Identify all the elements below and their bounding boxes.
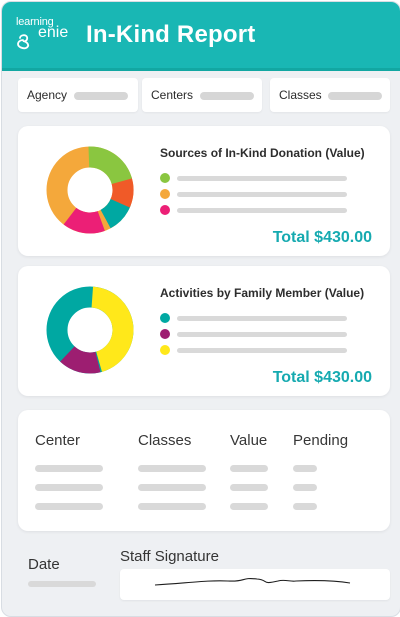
- legend-dot: [160, 189, 170, 199]
- genie-icon: [17, 34, 30, 50]
- legend-placeholder-line: [177, 332, 347, 337]
- classes-placeholder: [138, 484, 206, 491]
- classes-placeholder: [138, 465, 206, 472]
- table-row: [18, 484, 390, 492]
- filter-bar: Agency Centers Classes: [18, 78, 390, 112]
- agency-filter-value: [74, 92, 128, 100]
- activities-chart-card: Activities by Family Member (Value) Tota…: [18, 266, 390, 396]
- legend-placeholder-line: [177, 192, 347, 197]
- legend-dot: [160, 345, 170, 355]
- donation-chart-title: Sources of In-Kind Donation (Value): [160, 146, 365, 160]
- brand-bottom-text: enie: [38, 24, 69, 41]
- column-header-pending: Pending: [293, 432, 349, 449]
- activities-chart-title: Activities by Family Member (Value): [160, 286, 365, 300]
- value-placeholder: [230, 503, 268, 510]
- signature-scribble-icon: [154, 578, 351, 586]
- center-placeholder: [35, 484, 103, 491]
- center-placeholder: [35, 465, 103, 472]
- donation-donut-chart: [46, 146, 134, 234]
- legend-dot: [160, 173, 170, 183]
- donation-legend-row: [160, 204, 350, 216]
- donation-legend-row: [160, 188, 350, 200]
- legend-placeholder-line: [177, 208, 347, 213]
- agency-filter-label: Agency: [27, 88, 68, 102]
- page-title: In-Kind Report: [86, 21, 256, 48]
- activities-legend-row: [160, 328, 350, 340]
- donation-legend-row: [160, 172, 350, 184]
- centers-filter[interactable]: Centers: [142, 78, 262, 112]
- column-header-value: Value: [230, 432, 268, 449]
- staff-signature-field[interactable]: [120, 569, 390, 600]
- classes-filter-value: [328, 92, 382, 100]
- legend-placeholder-line: [177, 316, 347, 321]
- center-placeholder: [35, 503, 103, 510]
- activities-legend-row: [160, 312, 350, 324]
- brand-top-text: learning: [16, 16, 54, 28]
- legend-placeholder-line: [177, 176, 347, 181]
- legend-dot: [160, 313, 170, 323]
- pending-placeholder: [293, 484, 317, 491]
- report-header: learning enie In-Kind Report: [2, 2, 400, 71]
- agency-filter[interactable]: Agency: [18, 78, 138, 112]
- learning-genie-logo: learning enie: [16, 16, 76, 56]
- classes-filter[interactable]: Classes: [270, 78, 390, 112]
- column-header-classes: Classes: [138, 432, 192, 449]
- staff-signature-label: Staff Signature: [120, 548, 219, 565]
- pending-placeholder: [293, 465, 317, 472]
- column-header-center: Center: [35, 432, 81, 449]
- activities-legend-row: [160, 344, 350, 356]
- centers-filter-value: [200, 92, 254, 100]
- report-table-card: Center Classes Value Pending: [18, 410, 390, 531]
- centers-filter-label: Centers: [151, 88, 194, 102]
- date-label: Date: [28, 556, 60, 573]
- value-placeholder: [230, 484, 268, 491]
- table-row: [18, 465, 390, 473]
- legend-dot: [160, 329, 170, 339]
- activities-donut-chart: [46, 286, 134, 374]
- donation-chart-card: Sources of In-Kind Donation (Value) Tota…: [18, 126, 390, 256]
- donation-total: Total $430.00: [272, 229, 372, 246]
- activities-total: Total $430.00: [272, 369, 372, 386]
- table-row: [18, 503, 390, 511]
- classes-placeholder: [138, 503, 206, 510]
- pending-placeholder: [293, 503, 317, 510]
- legend-placeholder-line: [177, 348, 347, 353]
- legend-dot: [160, 205, 170, 215]
- classes-filter-label: Classes: [279, 88, 322, 102]
- value-placeholder: [230, 465, 268, 472]
- date-field[interactable]: [28, 581, 96, 587]
